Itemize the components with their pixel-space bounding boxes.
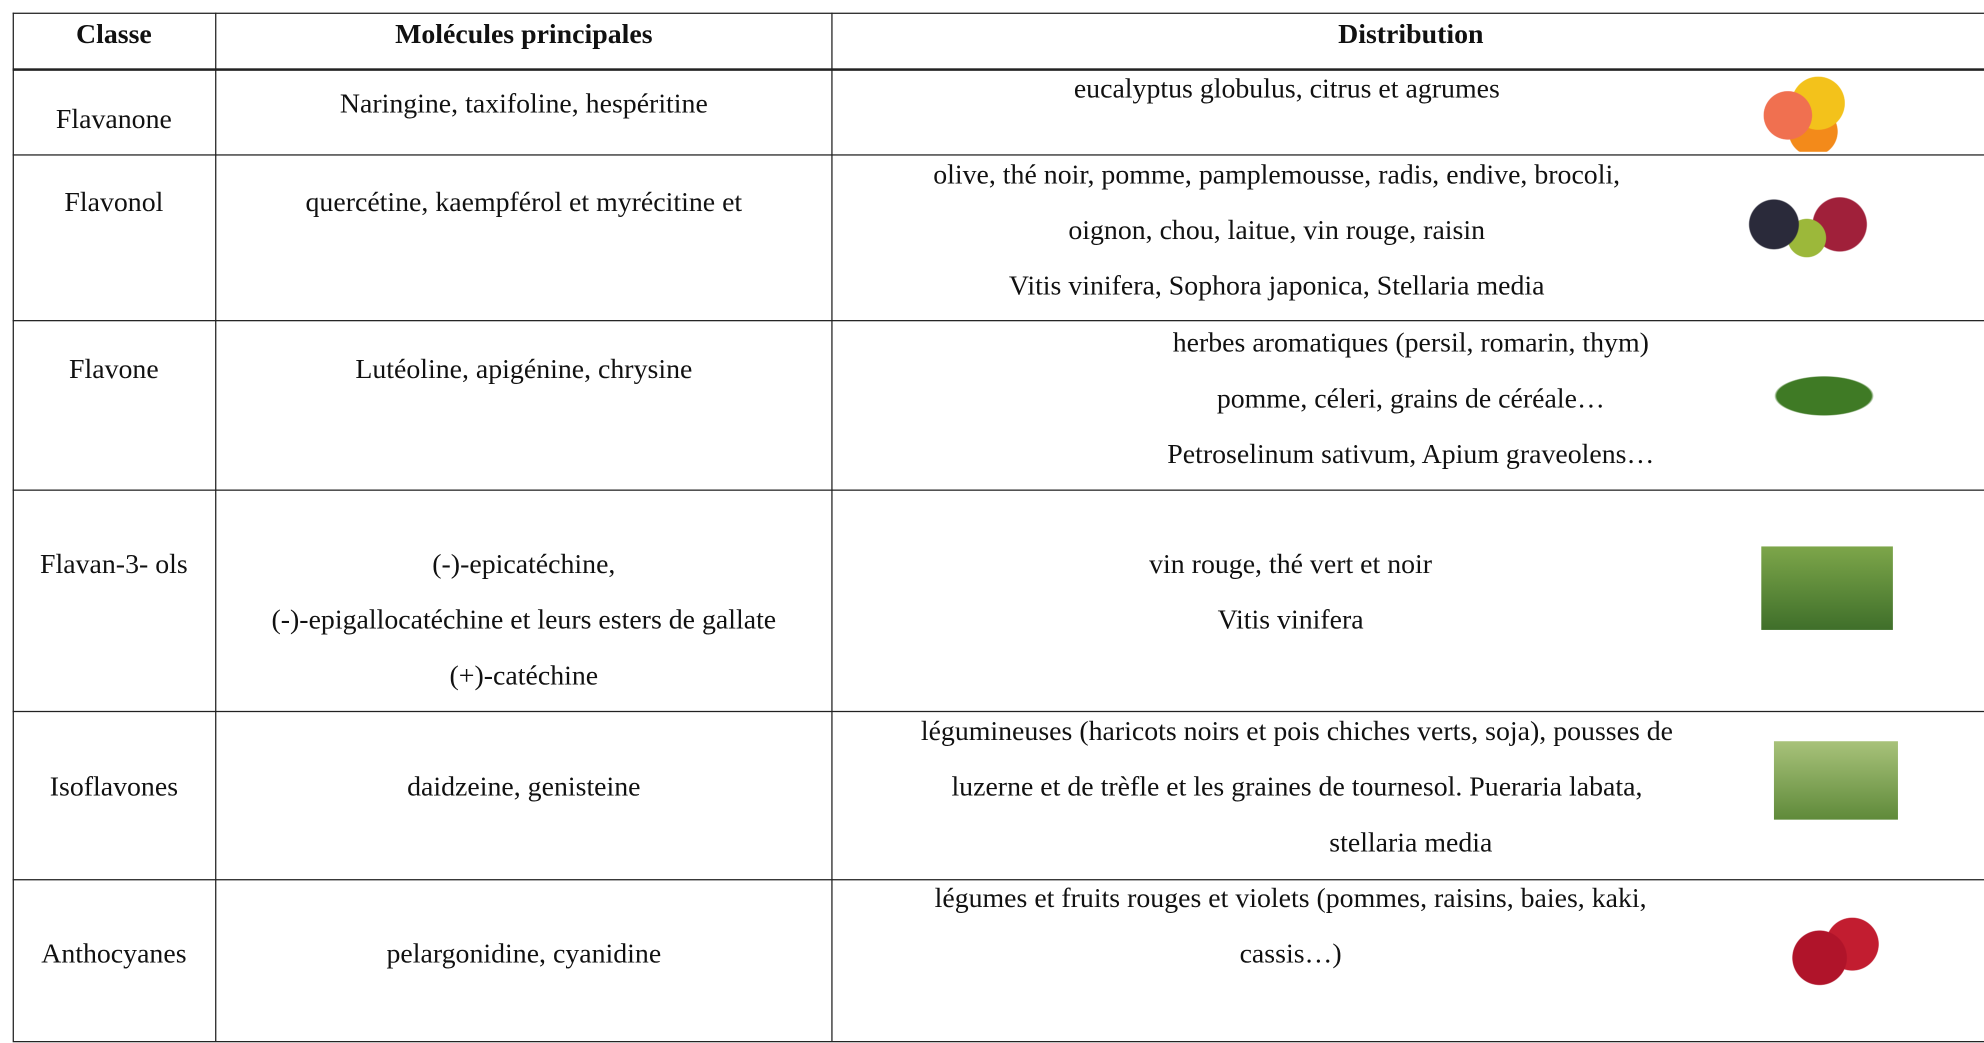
molecule-line: Lutéoline, apigénine, chrysine	[355, 352, 693, 385]
distribution-line: cassis…)	[1239, 937, 1342, 969]
row-image	[1773, 741, 1898, 820]
row-border	[12, 320, 1984, 322]
distribution-line: herbes aromatiques (persil, romarin, thy…	[1172, 326, 1649, 358]
col-border	[215, 12, 217, 1042]
classe-cell: Flavan-3- ols	[40, 547, 188, 580]
classe-cell: Flavone	[69, 352, 159, 385]
header-cell: Distribution	[1338, 17, 1484, 50]
distribution-line: vin rouge, thé vert et noir	[1149, 547, 1433, 580]
molecule-line: quercétine, kaempférol et myrécitine et	[305, 185, 743, 218]
row-border	[12, 1041, 1984, 1043]
classe-cell: Flavonol	[64, 185, 164, 218]
distribution-line: Vitis vinifera	[1217, 603, 1364, 635]
row-border	[12, 879, 1984, 881]
row-border	[12, 154, 1984, 156]
row-border	[12, 12, 1984, 15]
molecule-line: Naringine, taxifoline, hespéritine	[339, 87, 708, 119]
distribution-line: oignon, chou, laitue, vin rouge, raisin	[1068, 213, 1486, 246]
molecule-line: (-)-epicatéchine,	[432, 547, 616, 580]
distribution-line: Petroselinum sativum, Apium graveolens…	[1167, 437, 1655, 470]
distribution-line: olive, thé noir, pomme, pamplemousse, ra…	[933, 158, 1621, 190]
molecule-line: (+)-catéchine	[449, 659, 599, 691]
row-border	[12, 489, 1984, 492]
distribution-line: légumineuses (haricots noirs et pois chi…	[920, 714, 1674, 747]
row-image	[1761, 546, 1893, 630]
col-border	[831, 12, 833, 1042]
header-cell: Classe	[75, 17, 152, 50]
classe-cell: Anthocyanes	[41, 937, 187, 969]
col-border	[12, 12, 15, 1042]
row-border	[12, 68, 1984, 71]
molecule-line: daidzeine, genisteine	[407, 770, 641, 802]
row-image	[1741, 183, 1873, 275]
row-image	[1735, 360, 1883, 432]
distribution-line: légumes et fruits rouges et violets (pom…	[934, 881, 1647, 914]
row-border	[12, 710, 1984, 713]
distribution-line: luzerne et de trèfle et les graines de t…	[951, 770, 1643, 802]
classe-cell: Isoflavones	[49, 770, 179, 802]
molecule-line: pelargonidine, cyanidine	[386, 937, 662, 969]
row-image	[1752, 70, 1854, 152]
distribution-line: Vitis vinifera, Sophora japonica, Stella…	[1008, 269, 1545, 302]
header-cell: Molécules principales	[395, 17, 653, 50]
molecule-line: (-)-epigallocatéchine et leurs esters de…	[271, 603, 777, 635]
classe-cell: Flavanone	[55, 102, 172, 135]
row-image	[1781, 903, 1891, 995]
distribution-line: stellaria media	[1329, 825, 1493, 858]
distribution-line: pomme, céleri, grains de céréale…	[1216, 381, 1605, 414]
distribution-line: eucalyptus globulus, citrus et agrumes	[1073, 72, 1500, 104]
